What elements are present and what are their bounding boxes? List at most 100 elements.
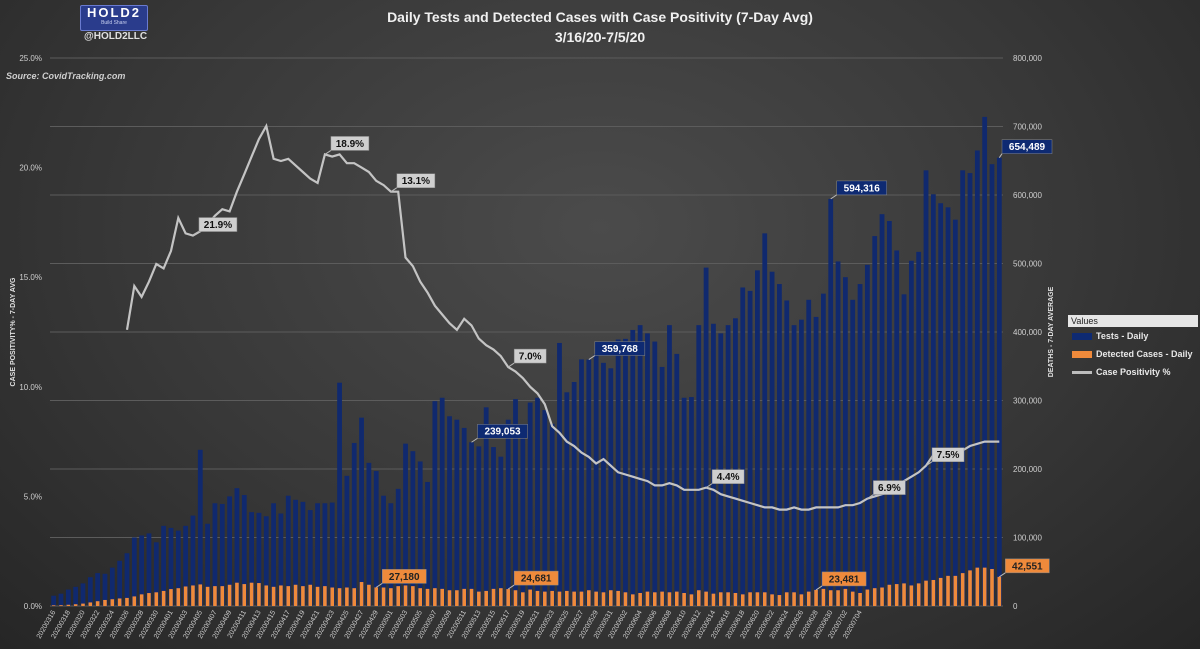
data-label-box [931, 447, 965, 462]
tests-bar [806, 299, 812, 606]
left-axis-title: CASE POSITIVITY% - 7-DAY AVG [10, 277, 17, 386]
tests-bar [439, 397, 445, 606]
tests-bar [879, 214, 885, 606]
tests-bar [989, 164, 995, 607]
data-label-leader [192, 231, 200, 236]
tests-bar [219, 503, 225, 606]
legend-header: Values [1068, 315, 1198, 327]
tests-bar [930, 194, 936, 606]
tests-bar [952, 219, 958, 606]
tests-bar [454, 419, 460, 606]
tests-bar [168, 527, 174, 606]
cases-bar [652, 592, 657, 606]
tests-bar [337, 382, 342, 606]
cases-bar [51, 605, 56, 606]
cases-bar [924, 580, 928, 606]
tests-bar [461, 427, 467, 606]
data-label-box [836, 180, 887, 196]
legend-item-cases: Detected Cases - Daily [1068, 345, 1198, 363]
cases-bar [477, 591, 481, 606]
tests-bar [762, 233, 768, 607]
data-label: 654,489 [1009, 142, 1046, 153]
cases-bar [403, 585, 408, 606]
tests-bar [637, 325, 643, 606]
data-label-box [477, 423, 528, 439]
cases-bar [696, 590, 701, 606]
cases-bar [609, 590, 613, 606]
cases-bar [213, 586, 217, 606]
tests-bar [153, 542, 159, 606]
tests-bar [307, 510, 313, 606]
tests-bar [923, 170, 929, 606]
data-label: 594,316 [844, 183, 881, 194]
tests-bar [359, 417, 364, 606]
left-axis-tick: 25.0% [19, 54, 42, 63]
tests-bar [212, 503, 218, 606]
data-label: 6.9% [878, 483, 901, 494]
cases-bar [579, 591, 584, 606]
data-label-box [594, 341, 646, 356]
cases-bar [183, 586, 188, 606]
tests-bar [791, 325, 797, 606]
tests-bar [747, 290, 753, 606]
tests-bar [755, 270, 760, 606]
data-label-box [198, 217, 238, 232]
twitter-handle: @HOLD2LLC [84, 31, 148, 42]
data-label-box [1005, 558, 1050, 574]
tests-bar [395, 488, 401, 606]
cases-bar [125, 597, 129, 606]
tests-bar [271, 503, 276, 606]
data-label-leader [507, 362, 515, 368]
tests-bar [593, 353, 599, 606]
cases-bar [916, 583, 921, 606]
cases-bar [271, 586, 276, 606]
cases-bar [755, 592, 760, 606]
cases-bar [235, 582, 239, 606]
tests-bar [872, 236, 878, 606]
tests-bar [835, 261, 841, 606]
data-label: 359,768 [602, 344, 639, 355]
tests-bar [329, 502, 335, 606]
tests-bar [571, 382, 577, 606]
cases-bar [418, 588, 423, 606]
cases-bar [491, 588, 496, 606]
data-label-box [1001, 139, 1053, 154]
cases-bar [521, 592, 525, 606]
tests-bar [967, 173, 973, 606]
right-axis-title: DEATHS - 7-DAY AVERAGE [1048, 286, 1055, 377]
cases-bar [968, 570, 972, 606]
cases-bar [59, 605, 63, 606]
tests-bar [960, 170, 966, 606]
tests-bar [703, 267, 709, 606]
tests-bar [300, 501, 306, 606]
left-axis-tick: 15.0% [19, 273, 42, 282]
cases-bar [821, 588, 826, 606]
cases-bar [806, 591, 811, 606]
cases-bar [792, 592, 796, 606]
cases-bar [484, 590, 488, 606]
cases-bar [660, 591, 664, 606]
cases-bar [557, 591, 562, 606]
tests-bar [117, 560, 123, 606]
cases-bar [323, 586, 327, 606]
tests-bar [982, 116, 988, 606]
data-label-box [330, 136, 370, 151]
cases-bar [572, 591, 576, 606]
right-axis-tick: 700,000 [1013, 123, 1042, 132]
tests-bar [696, 325, 702, 606]
cases-bar [667, 592, 672, 606]
cases-bar [440, 588, 444, 606]
tests-bar [388, 503, 394, 606]
cases-bar [850, 591, 855, 606]
cases-bar [161, 590, 166, 606]
tests-bar [630, 329, 636, 606]
tests-bar [579, 359, 584, 606]
cases-bar [462, 588, 466, 606]
cases-bar [308, 584, 313, 606]
cases-bar [953, 575, 958, 606]
cases-bar [257, 583, 261, 606]
cases-bar [381, 587, 386, 606]
left-axis-tick: 10.0% [19, 383, 42, 392]
right-axis-tick: 0 [1013, 602, 1018, 611]
cases-bar [762, 592, 767, 606]
